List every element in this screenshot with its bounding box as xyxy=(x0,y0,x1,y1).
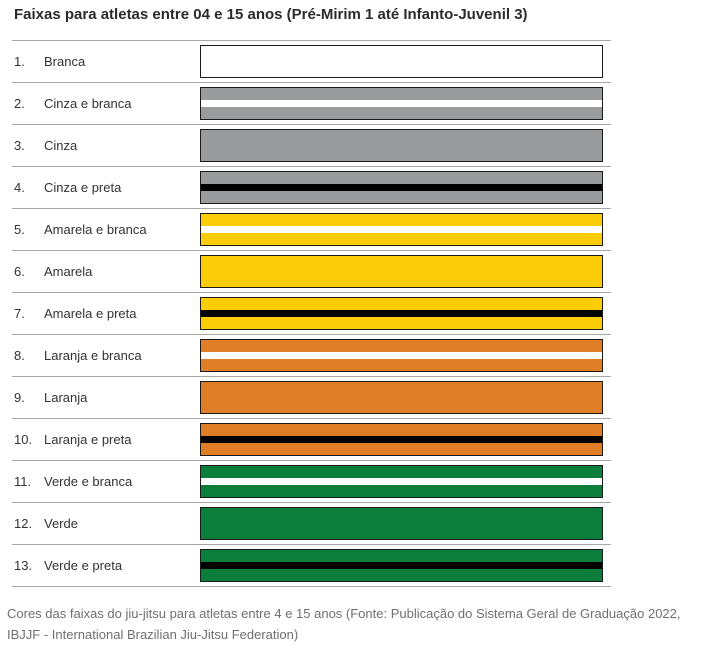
belt-row: 11. Verde e branca xyxy=(12,461,611,503)
belt-row: 10. Laranja e preta xyxy=(12,419,611,461)
belt-row: 4. Cinza e preta xyxy=(12,167,611,209)
belt-color-swatch xyxy=(200,549,603,582)
belt-name: Branca xyxy=(44,54,86,69)
belt-name: Amarela e preta xyxy=(44,306,137,321)
belt-color-swatch xyxy=(200,339,603,372)
belt-stripe xyxy=(201,226,602,233)
belt-color-swatch xyxy=(200,171,603,204)
belt-stripe xyxy=(201,478,602,485)
belt-row: 6. Amarela xyxy=(12,251,611,293)
belt-stripe xyxy=(201,562,602,569)
belt-name: Amarela e branca xyxy=(44,222,147,237)
belt-color-swatch xyxy=(200,129,603,162)
belt-row: 3. Cinza xyxy=(12,125,611,167)
belt-number: 4. xyxy=(14,180,25,195)
belt-color-swatch xyxy=(200,255,603,288)
belt-name: Amarela xyxy=(44,264,93,279)
belt-row: 1. Branca xyxy=(12,41,611,83)
belt-stripe xyxy=(201,184,602,191)
belt-color-swatch xyxy=(200,423,603,456)
belt-row: 12. Verde xyxy=(12,503,611,545)
belt-number: 13. xyxy=(14,558,33,573)
belt-name: Laranja e branca xyxy=(44,348,142,363)
belt-number: 2. xyxy=(14,96,25,111)
belt-row: 8. Laranja e branca xyxy=(12,335,611,377)
belt-number: 6. xyxy=(14,264,25,279)
page-title: Faixas para atletas entre 04 e 15 anos (… xyxy=(14,6,528,23)
belt-color-swatch xyxy=(200,297,603,330)
belt-name: Cinza e branca xyxy=(44,96,132,111)
belt-name: Verde e branca xyxy=(44,474,133,489)
belt-number: 10. xyxy=(14,432,33,447)
belt-number: 11. xyxy=(14,474,32,489)
belt-name: Cinza e preta xyxy=(44,180,122,195)
belt-table: 1. Branca 2. Cinza e branca 3. Cinza 4. Cinza e… xyxy=(12,40,611,587)
belt-row: 13. Verde e preta xyxy=(12,545,611,587)
belt-number: 1. xyxy=(14,54,25,69)
belt-color-swatch xyxy=(200,87,603,120)
belt-stripe xyxy=(201,100,602,107)
belt-color-swatch xyxy=(200,381,603,414)
image-caption: Cores das faixas do jiu-jitsu para atlet… xyxy=(7,606,681,642)
belt-number: 12. xyxy=(14,516,33,531)
belt-stripe xyxy=(201,310,602,317)
belt-color-swatch xyxy=(200,213,603,246)
belt-stripe xyxy=(201,352,602,359)
belt-row: 2. Cinza e branca xyxy=(12,83,611,125)
belt-name: Laranja xyxy=(44,390,88,405)
belt-color-swatch xyxy=(200,465,603,498)
belt-name: Verde e preta xyxy=(44,558,123,573)
belt-number: 8. xyxy=(14,348,25,363)
belt-name: Verde xyxy=(44,516,78,531)
belt-row: 9. Laranja xyxy=(12,377,611,419)
belt-number: 3. xyxy=(14,138,25,153)
belt-number: 7. xyxy=(14,306,25,321)
belt-number: 5. xyxy=(14,222,25,237)
belt-row: 5. Amarela e branca xyxy=(12,209,611,251)
belt-color-swatch xyxy=(200,507,603,540)
belt-name: Laranja e preta xyxy=(44,432,132,447)
belt-color-swatch xyxy=(200,45,603,78)
belt-row: 7. Amarela e preta xyxy=(12,293,611,335)
belt-name: Cinza xyxy=(44,138,78,153)
belt-number: 9. xyxy=(14,390,25,405)
belt-stripe xyxy=(201,436,602,443)
